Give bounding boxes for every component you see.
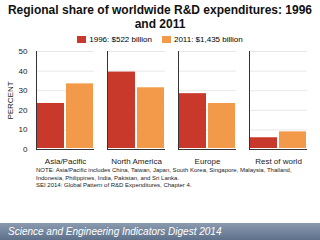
html-text:SEI 2014: Global Pattern of R&: SEI 2014: Global Pattern of R&D Expendit… (36, 182, 192, 188)
svg-text:Europe: Europe (195, 157, 221, 166)
svg-text:50: 50 (19, 47, 28, 56)
html-text:1996: $522 billion: 1996: $522 billion (89, 34, 152, 44)
html-text:NOTE: Asia/Pacific includes Ch: NOTE: Asia/Pacific includes China, Taiwa… (36, 167, 292, 181)
svg-text:0: 0 (23, 145, 28, 154)
svg-text:30: 30 (19, 86, 28, 95)
html-text:Regional share of worldwide R&: Regional share of worldwide R&D expendit… (8, 3, 312, 31)
html-text:2011: $1,435 billion: 2011: $1,435 billion (174, 34, 243, 44)
svg-text:North America: North America (111, 157, 162, 166)
svg-text:40: 40 (19, 67, 28, 76)
html-text:Science and Engineering Indica: Science and Engineering Indicators Diges… (8, 226, 222, 237)
svg-text:Asia/Pacific: Asia/Pacific (45, 157, 86, 166)
svg-text:10: 10 (19, 125, 28, 134)
svg-text:Rest of world: Rest of world (255, 157, 302, 166)
svg-text:20: 20 (19, 106, 28, 115)
svg-text:PERCENT: PERCENT (6, 81, 15, 119)
